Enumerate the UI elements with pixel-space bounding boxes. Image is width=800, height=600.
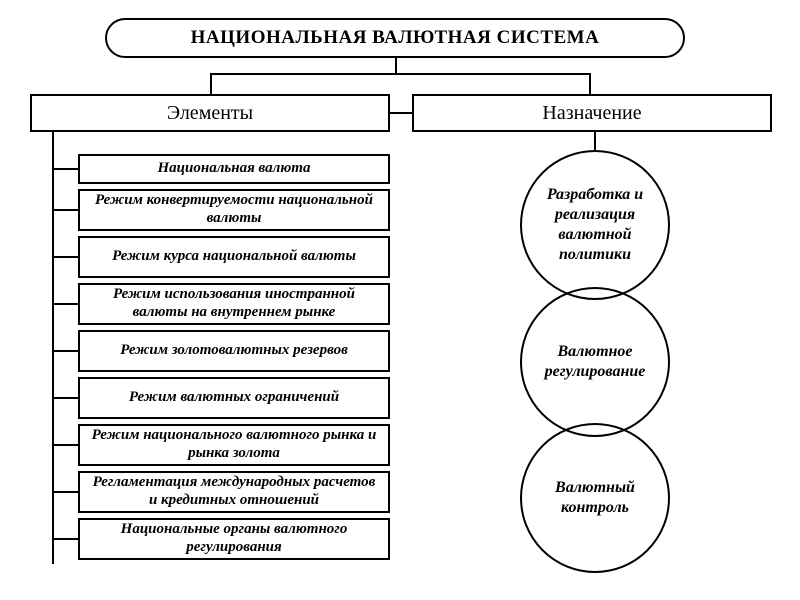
element-item-text: Регламентация международных расчетов и к… <box>90 474 378 509</box>
element-item-text: Режим золотовалютных резервов <box>120 342 348 360</box>
main-title-text: НАЦИОНАЛЬНАЯ ВАЛЮТНАЯ СИСТЕМА <box>191 27 600 49</box>
purpose-circle-text: Разработка и реализация валютной политик… <box>536 185 654 265</box>
purpose-circle: Валютное регулирование <box>520 287 670 437</box>
element-item: Режим национального валютного рынка и ры… <box>78 424 390 466</box>
element-tick <box>52 538 78 540</box>
branch-elements-label: Элементы <box>167 102 253 125</box>
element-tick <box>52 209 78 211</box>
branch-purpose: Назначение <box>412 94 772 132</box>
branch-elements: Элементы <box>30 94 390 132</box>
connector-line <box>589 73 591 94</box>
element-item-text: Режим конвертируемости национальной валю… <box>90 192 378 227</box>
element-item-text: Национальные органы валютного регулирова… <box>90 521 378 556</box>
main-title: НАЦИОНАЛЬНАЯ ВАЛЮТНАЯ СИСТЕМА <box>105 18 685 58</box>
element-item: Национальные органы валютного регулирова… <box>78 518 390 560</box>
element-tick <box>52 397 78 399</box>
element-item: Регламентация международных расчетов и к… <box>78 471 390 513</box>
element-item-text: Режим курса национальной валюты <box>112 248 356 266</box>
element-item-text: Режим валютных ограничений <box>129 389 339 407</box>
element-item: Режим курса национальной валюты <box>78 236 390 278</box>
branch-purpose-label: Назначение <box>542 102 641 125</box>
purpose-circle: Валютный контроль <box>520 423 670 573</box>
purpose-circle-text: Валютное регулирование <box>536 342 654 382</box>
element-tick <box>52 491 78 493</box>
element-item-text: Режим национального валютного рынка и ры… <box>90 427 378 462</box>
element-tick <box>52 350 78 352</box>
connector-line <box>395 58 397 73</box>
element-item: Национальная валюта <box>78 154 390 184</box>
element-item: Режим использования иностранной валюты н… <box>78 283 390 325</box>
element-item-text: Национальная валюта <box>158 160 311 178</box>
connector-line <box>594 132 596 152</box>
element-item: Режим валютных ограничений <box>78 377 390 419</box>
element-item: Режим конвертируемости национальной валю… <box>78 189 390 231</box>
connector-line <box>210 73 212 94</box>
elements-spine <box>52 132 54 564</box>
purpose-circle: Разработка и реализация валютной политик… <box>520 150 670 300</box>
element-tick <box>52 168 78 170</box>
purpose-circle-text: Валютный контроль <box>536 478 654 518</box>
element-tick <box>52 303 78 305</box>
element-tick <box>52 256 78 258</box>
element-item-text: Режим использования иностранной валюты н… <box>90 286 378 321</box>
connector-line <box>210 73 590 75</box>
connector-line <box>390 112 412 114</box>
element-tick <box>52 444 78 446</box>
element-item: Режим золотовалютных резервов <box>78 330 390 372</box>
